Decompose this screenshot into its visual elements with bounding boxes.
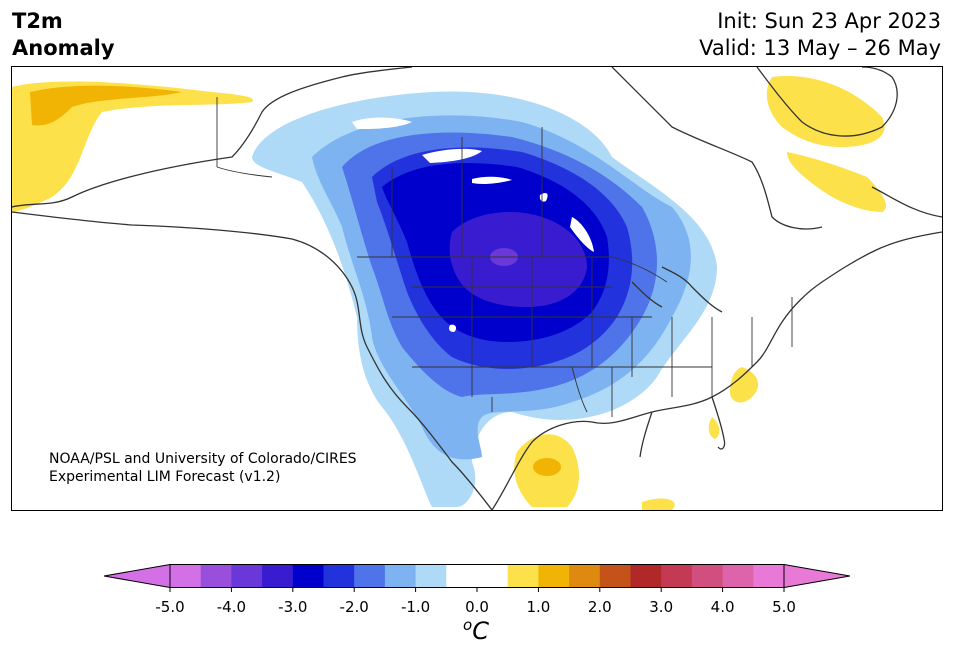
colorbar-segment — [200, 564, 232, 588]
init-date: Init: Sun 23 Apr 2023 — [717, 9, 941, 33]
colorbar-segment — [384, 564, 417, 588]
unit-base: C — [472, 617, 489, 645]
lake-athabasca-winnipeg — [570, 217, 594, 252]
cold-region-6 — [449, 212, 587, 307]
colorbar-segment — [507, 564, 539, 588]
credit-text: NOAA/PSL and University of Colorado/CIRE… — [49, 450, 357, 486]
colorbar-segment — [446, 564, 478, 588]
forecast-dates: Init: Sun 23 Apr 2023 Valid: 13 May – 26… — [699, 8, 941, 62]
snow-patch — [352, 117, 412, 129]
valid-range: Valid: 13 May – 26 May — [699, 36, 941, 60]
colorbar-segment — [292, 564, 324, 588]
colorbar-tick-label: 3.0 — [649, 598, 674, 616]
colorbar-over-arrow — [783, 563, 851, 589]
title-line-2: Anomaly — [12, 36, 115, 60]
colorbar-tick-label: 2.0 — [587, 598, 612, 616]
warm-region-labrador — [787, 152, 887, 212]
warm-region-florida — [708, 417, 720, 439]
colorbar-under-arrow — [103, 563, 171, 589]
warm-region-greenland — [766, 76, 885, 147]
warm-core-mexico — [533, 458, 561, 476]
colorbar-segment — [477, 564, 509, 588]
colorbar-segment — [262, 564, 294, 588]
colorbar-segment — [354, 564, 386, 588]
title-line-1: T2m — [12, 9, 63, 33]
colorbar-segment — [691, 564, 724, 588]
unit-superscript: o — [463, 616, 473, 634]
credit-line-2: Experimental LIM Forecast (v1.2) — [49, 469, 281, 485]
political-borders — [216, 97, 793, 417]
colorbar-tick-label: -3.0 — [278, 598, 308, 616]
colorbar-segment — [415, 564, 447, 588]
colorbar-segment — [569, 564, 601, 588]
anomaly-map — [11, 66, 943, 511]
credit-line-1: NOAA/PSL and University of Colorado/CIRE… — [49, 451, 357, 467]
colorbar-svg — [103, 563, 851, 592]
warm-region-alaska-inner — [30, 85, 182, 126]
colorbar-segment — [753, 564, 785, 588]
colorbar-segment — [630, 564, 662, 588]
colorbar-segment — [661, 564, 693, 588]
colorbar-tick-label: -4.0 — [216, 598, 247, 616]
colorbar-segment — [323, 564, 355, 588]
colorbar-unit: oC — [463, 616, 489, 645]
great-bear-lake — [422, 148, 482, 163]
map-svg — [12, 67, 942, 510]
colorbar-segment — [170, 564, 202, 588]
lake-tiny — [449, 324, 457, 332]
map-title: T2m Anomaly — [12, 8, 115, 62]
colorbar-segment — [538, 564, 570, 588]
colorbar-tick-label: 5.0 — [772, 598, 796, 616]
colorbar-segment — [722, 564, 754, 588]
colorbar-tick-label: -1.0 — [400, 598, 431, 616]
coastlines — [12, 67, 942, 510]
great-slave-lake — [472, 176, 512, 184]
colorbar — [103, 563, 851, 592]
colorbar-tick-label: 1.0 — [526, 598, 551, 616]
colorbar-tick-label: 4.0 — [710, 598, 735, 616]
warm-region-caribbean — [642, 498, 675, 510]
warm-region-alaska — [12, 81, 253, 212]
colorbar-tick-label: -5.0 — [155, 598, 185, 616]
colorbar-segment — [231, 564, 263, 588]
colorbar-tick-label: 0.0 — [465, 598, 489, 616]
colorbar-tick-labels: -5.0 -4.0 -3.0 -2.0 -1.0 0.0 1.0 2.0 3.0 4.0 5.0 — [0, 598, 953, 618]
colorbar-tick-label: -2.0 — [339, 598, 369, 616]
warm-region-carolina — [730, 367, 759, 403]
colorbar-segment — [599, 564, 631, 588]
